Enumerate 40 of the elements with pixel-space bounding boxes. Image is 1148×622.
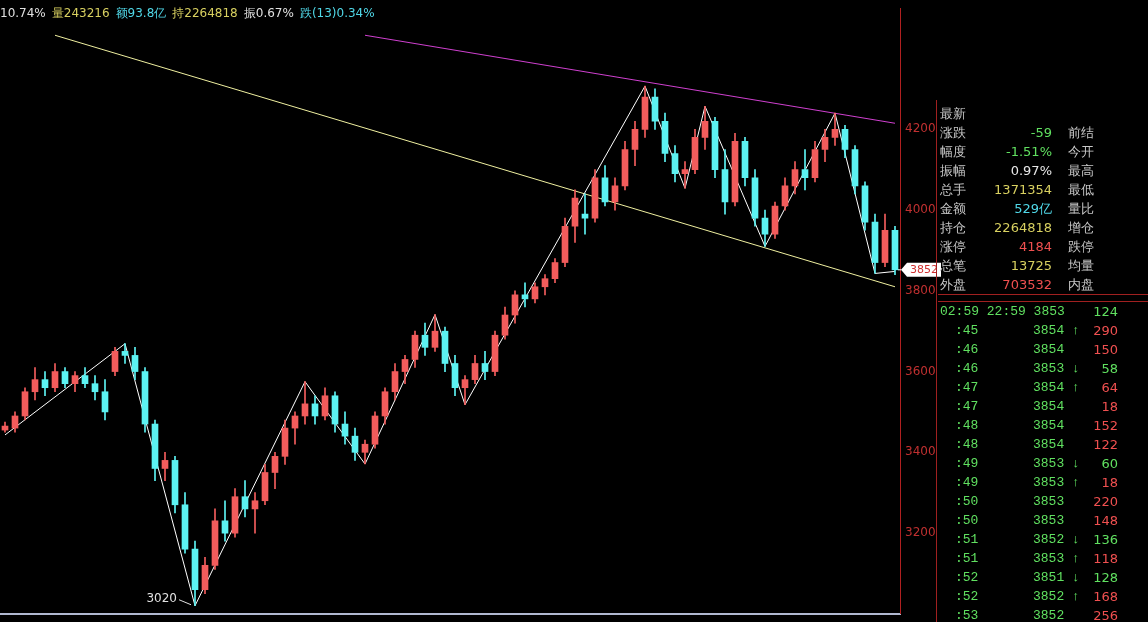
y-tick-label: 3400: [905, 444, 936, 459]
text: :46 3853 ↓ 58: [955, 361, 1118, 376]
y-tick-label: 3600: [905, 363, 936, 378]
text: :52 3851 ↓ 128: [955, 569, 1118, 587]
text: 总手 1371354 最低: [940, 182, 1094, 197]
annotation: 跌(13)0.34%: [299, 6, 375, 20]
annotation: 10.74%: [0, 6, 46, 20]
text: 外盘 703532 内盘: [940, 277, 1094, 292]
annotation: 持2264818: [172, 6, 238, 20]
text: 涨跌 -59 前结: [940, 125, 1094, 140]
text: :53 3852 256: [955, 608, 1118, 622]
annotation: 振0.67%: [243, 6, 294, 20]
text: 金额 529亿 量比: [940, 201, 1094, 216]
text: :49 3853 ↑ 18: [955, 475, 1118, 490]
annotation: 3020: [146, 590, 177, 605]
y-tick-label: 3200: [905, 525, 936, 540]
text: :52 3852 ↑ 168: [955, 588, 1118, 606]
text: 最新: [940, 105, 966, 123]
text: 涨停 4184 跌停: [940, 239, 1094, 254]
text: 总笔 13725 均量: [940, 258, 1094, 273]
text: :47 3854 ↑ 64: [955, 380, 1118, 395]
y-tick-label: 3800: [905, 282, 936, 297]
text: :48 3854 152: [955, 418, 1118, 433]
y-tick-label: 4000: [905, 202, 936, 217]
annotation: 量243216: [51, 6, 110, 20]
text: 振幅 0.97% 最高: [940, 163, 1094, 178]
text: 02:59 22:59 3853 124: [940, 304, 1118, 319]
text: :51 3852 ↓ 136: [955, 531, 1118, 549]
text: :46 3854 150: [955, 342, 1118, 357]
text: :50 3853 148: [955, 513, 1118, 528]
text: :48 3854 122: [955, 437, 1118, 452]
annotation: 额93.8亿: [115, 6, 167, 20]
y-tick-label: 4200: [905, 121, 936, 136]
text: 持仓 2264818 增仓: [940, 220, 1094, 235]
text: :45 3854 ↑ 290: [955, 322, 1118, 340]
text: :51 3853 ↑ 118: [955, 550, 1118, 568]
text: 幅度 -1.51% 今开: [940, 144, 1094, 159]
text: :47 3854 18: [955, 399, 1118, 414]
text: :49 3853 ↓ 60: [955, 456, 1118, 471]
text: :50 3853 220: [955, 494, 1118, 509]
